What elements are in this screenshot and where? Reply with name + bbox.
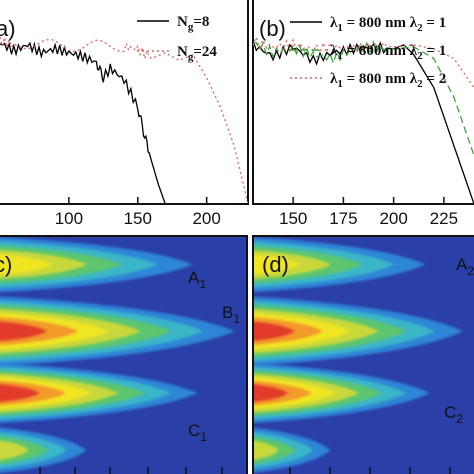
panel-b-x-tick-label: 150 bbox=[279, 209, 307, 228]
panel-d-annotation: A2 bbox=[456, 255, 474, 278]
panel-c-annotation: C1 bbox=[188, 421, 207, 444]
panel-d-frame bbox=[252, 235, 474, 474]
panel-b-legend: λ1 = 800 nm λ2 = 1 λ1 = 800 nm λ2 = 1 λ1 =… bbox=[290, 15, 446, 90]
bottom-tick-marks bbox=[39, 467, 451, 474]
panel-b-x-ticks: 150 175 200 225 bbox=[279, 197, 458, 228]
panel-d-band-2-level-7 bbox=[253, 321, 295, 341]
panel-a-label: a) bbox=[0, 16, 16, 41]
panel-c-heatmap bbox=[0, 236, 247, 474]
panel-b-legend-entry: λ1 = 800 nm λ2 = 1 bbox=[330, 15, 446, 34]
panel-a-series-2-line bbox=[0, 36, 248, 204]
panel-a-legend-entry: Ng=24 bbox=[177, 44, 217, 63]
panel-c-annotation: A1 bbox=[188, 268, 206, 291]
panel-c-label: c) bbox=[0, 252, 12, 277]
panel-b-legend-entry: λ1 = 800 nm λ2 = 2 bbox=[330, 71, 446, 90]
panel-b-frame bbox=[252, 0, 474, 205]
panel-a-legend-entry: Ng=8 bbox=[177, 14, 209, 33]
panel-c-annotations: A1 B1 C1 bbox=[188, 268, 240, 444]
panel-d-heatmap bbox=[253, 236, 474, 474]
panel-a-plot bbox=[0, 36, 248, 204]
panel-c-band-4-level-4 bbox=[0, 440, 29, 460]
panel-d-band-1-level-5 bbox=[253, 254, 301, 275]
panel-a-frame bbox=[0, 0, 249, 205]
panel-a-x-ticks: 100 150 200 bbox=[55, 197, 221, 228]
panel-b-series-3-line bbox=[253, 35, 474, 88]
panel-b-x-tick-label: 200 bbox=[379, 209, 407, 228]
panel-b-series-2-line bbox=[253, 40, 474, 156]
panel-b-x-tick-label: 175 bbox=[329, 209, 357, 228]
panel-b-label: (b) bbox=[259, 16, 286, 41]
panel-a-x-tick-label: 200 bbox=[192, 209, 220, 228]
panel-b-legend-entry: λ1 = 800 nm λ2 = 1 bbox=[330, 43, 446, 62]
panel-c-band-3-level-7 bbox=[0, 384, 40, 402]
panel-c-annotation: B1 bbox=[222, 303, 240, 326]
panel-d-band-4-level-4 bbox=[253, 440, 279, 460]
panel-d-label: (d) bbox=[262, 252, 289, 277]
panel-d-annotations: A2 C2 bbox=[444, 255, 474, 426]
panel-a-legend: Ng=8 Ng=24 bbox=[137, 14, 217, 63]
panel-c-band-1-level-5 bbox=[0, 254, 53, 275]
panel-d-band-3-level-7 bbox=[253, 384, 289, 402]
panel-a-series-1-line bbox=[0, 41, 166, 204]
panel-c-frame bbox=[0, 235, 248, 474]
panel-a-x-tick-label: 150 bbox=[124, 209, 152, 228]
panel-b-plot bbox=[253, 35, 474, 204]
panel-d-annotation: C2 bbox=[444, 403, 463, 426]
panel-a-x-tick-label: 100 bbox=[55, 209, 83, 228]
panel-b-x-tick-label: 225 bbox=[430, 209, 458, 228]
panel-c-band-2-level-7 bbox=[0, 321, 47, 341]
panel-b-series-1-line bbox=[253, 40, 474, 204]
